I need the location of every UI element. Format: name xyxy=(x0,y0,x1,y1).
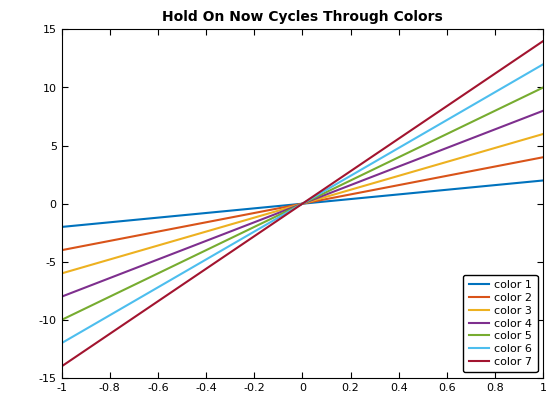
color 6 xyxy=(528,68,535,74)
Line: color 2: color 2 xyxy=(62,157,543,250)
color 2 xyxy=(290,203,297,208)
color 6 xyxy=(540,62,547,67)
color 2 xyxy=(453,171,460,176)
color 5 xyxy=(290,206,297,211)
Line: color 5: color 5 xyxy=(62,87,543,320)
color 4 xyxy=(453,142,460,147)
Line: color 7: color 7 xyxy=(62,41,543,366)
color 5 xyxy=(287,207,293,212)
color 3 xyxy=(345,188,352,193)
color 6 xyxy=(290,207,297,212)
color 1 xyxy=(58,224,65,229)
color 2 xyxy=(287,204,293,209)
color 3 xyxy=(540,131,547,136)
color 2 xyxy=(58,248,65,253)
Title: Hold On Now Cycles Through Colors: Hold On Now Cycles Through Colors xyxy=(162,10,443,24)
color 4 xyxy=(58,294,65,299)
color 2 xyxy=(319,197,325,202)
Line: color 3: color 3 xyxy=(62,134,543,273)
color 3 xyxy=(453,157,460,162)
color 4 xyxy=(345,184,352,189)
color 3 xyxy=(528,135,535,140)
color 7 xyxy=(319,188,325,193)
color 3 xyxy=(290,204,297,209)
color 6 xyxy=(453,112,460,117)
color 2 xyxy=(345,192,352,197)
Line: color 6: color 6 xyxy=(62,64,543,343)
Line: color 1: color 1 xyxy=(62,181,543,227)
color 5 xyxy=(528,91,535,96)
color 7 xyxy=(540,39,547,44)
color 7 xyxy=(528,46,535,51)
color 1 xyxy=(345,197,352,202)
color 1 xyxy=(287,202,293,207)
color 5 xyxy=(58,318,65,323)
Legend: color 1, color 2, color 3, color 4, color 5, color 6, color 7: color 1, color 2, color 3, color 4, colo… xyxy=(463,275,538,373)
color 3 xyxy=(319,195,325,200)
color 2 xyxy=(528,157,535,162)
color 4 xyxy=(540,108,547,113)
color 1 xyxy=(528,179,535,184)
color 5 xyxy=(345,179,352,184)
color 7 xyxy=(453,97,460,102)
color 6 xyxy=(287,208,293,213)
color 4 xyxy=(319,194,325,199)
color 1 xyxy=(453,186,460,192)
color 7 xyxy=(290,207,297,213)
color 1 xyxy=(319,199,325,204)
color 6 xyxy=(58,341,65,346)
color 5 xyxy=(319,192,325,197)
color 5 xyxy=(540,85,547,90)
color 7 xyxy=(58,364,65,369)
color 4 xyxy=(290,205,297,210)
color 2 xyxy=(540,155,547,160)
Line: color 4: color 4 xyxy=(62,111,543,297)
color 6 xyxy=(345,175,352,180)
color 7 xyxy=(345,170,352,175)
color 4 xyxy=(528,113,535,118)
color 4 xyxy=(287,206,293,211)
color 1 xyxy=(290,202,297,207)
color 5 xyxy=(453,127,460,132)
color 7 xyxy=(287,209,293,214)
color 1 xyxy=(540,178,547,183)
color 6 xyxy=(319,190,325,195)
color 3 xyxy=(58,271,65,276)
color 3 xyxy=(287,205,293,210)
